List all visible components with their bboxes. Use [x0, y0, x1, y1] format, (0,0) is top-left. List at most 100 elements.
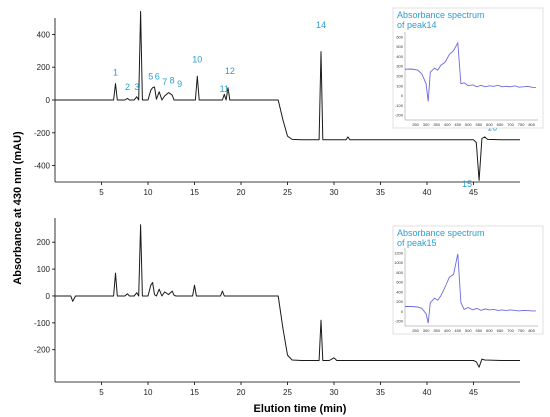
top-inset-y-tick-label: 400 [396, 54, 403, 59]
top-y-tick-label: 0 [46, 96, 51, 105]
top-inset-x-tick-label: 800 [528, 122, 535, 127]
peak-label-7: 7 [162, 77, 167, 87]
peak-label-10: 10 [192, 54, 202, 64]
peak-label-5: 5 [148, 72, 153, 82]
top-inset-x-tick-label: 300 [423, 122, 430, 127]
bottom-y-tick-label: -200 [34, 346, 51, 355]
bottom-inset-y-tick-label: 0 [401, 309, 404, 314]
bottom-chromatogram-trace [55, 224, 520, 368]
bottom-x-tick-label: 20 [237, 388, 246, 397]
top-inset-x-tick-label: 750 [518, 122, 525, 127]
top-inset-frame [392, 7, 544, 129]
top-x-tick-label: 30 [330, 188, 339, 197]
top-inset-x-tick-label: 600 [486, 122, 493, 127]
bottom-x-tick-label: 30 [330, 388, 339, 397]
top-x-tick-label: 5 [99, 188, 104, 197]
peak-label-4: 4 [138, 0, 143, 2]
bottom-inset-y-tick-label: 1000 [394, 260, 404, 265]
peak-label-15: 15 [462, 179, 472, 189]
peak-label-2: 2 [125, 82, 130, 92]
top-chromatogram-trace [55, 10, 520, 181]
bottom-inset-x-tick-label: 750 [518, 328, 525, 333]
top-inset-x-tick-label: 550 [476, 122, 483, 127]
top-inset-x-tick-label: 350 [433, 122, 440, 127]
y-axis-label: Absorbance at 430 nm (mAU) [12, 131, 24, 285]
bottom-x-tick-label: 15 [190, 388, 199, 397]
bottom-y-tick-label: 100 [37, 265, 51, 274]
top-inset-x-tick-label: 450 [454, 122, 461, 127]
peak-label-3: 3 [134, 82, 139, 92]
bottom-inset-x-tick-label: 250 [412, 328, 419, 333]
bottom-inset-x-tick-label: 300 [423, 328, 430, 333]
bottom-inset-y-tick-label: 1200 [394, 250, 404, 255]
bottom-inset-frame [392, 225, 544, 335]
top-chromatogram-panel: 4002000-200-4005101520253035404512345678… [34, 0, 520, 197]
top-inset-y-tick-label: 200 [396, 74, 403, 79]
top-spectrum-trace [404, 41, 536, 102]
bottom-inset-title-line2: of peak15 [397, 238, 437, 248]
top-inset-y-tick-label: 0 [401, 93, 404, 98]
peak-label-1: 1 [113, 67, 118, 77]
bottom-y-tick-label: 0 [46, 292, 51, 301]
top-x-tick-label: 25 [283, 188, 292, 197]
top-y-tick-label: -400 [34, 162, 51, 171]
x-axis-label: Elution time (min) [254, 403, 347, 415]
bottom-inset-x-tick-label: 650 [497, 328, 504, 333]
bottom-y-tick-label: 200 [37, 238, 51, 247]
top-inset-y-tick-label: 600 [396, 34, 403, 39]
bottom-inset-title-line1: Absorbance spectrum [397, 228, 485, 238]
top-inset-x-tick-label: 250 [412, 122, 419, 127]
bottom-x-tick-label: 5 [99, 388, 104, 397]
bottom-x-tick-label: 25 [283, 388, 292, 397]
top-y-tick-label: 400 [37, 30, 51, 39]
bottom-inset-y-tick-label: 400 [396, 289, 403, 294]
top-x-tick-label: 45 [469, 188, 478, 197]
bottom-inset-x-tick-label: 450 [454, 328, 461, 333]
bottom-inset-y-tick-label: 200 [396, 299, 403, 304]
top-x-tick-label: 35 [376, 188, 385, 197]
bottom-y-tick-label: -100 [34, 319, 51, 328]
bottom-inset-x-tick-label: 500 [465, 328, 472, 333]
bottom-inset-x-tick-label: 400 [444, 328, 451, 333]
top-inset-y-tick-label: -200 [395, 113, 404, 118]
top-inset-y-tick-label: 500 [396, 44, 403, 49]
top-inset-x-tick-label: 650 [497, 122, 504, 127]
top-inset-x-tick-label: 500 [465, 122, 472, 127]
peak-label-8: 8 [170, 76, 175, 86]
bottom-inset-y-tick-label: 600 [396, 280, 403, 285]
top-x-tick-label: 40 [423, 188, 432, 197]
top-inset-y-tick-label: 100 [396, 83, 403, 88]
bottom-spectrum-trace [405, 253, 536, 324]
peak-label-11: 11 [220, 84, 229, 94]
peak-label-14: 14 [316, 20, 326, 30]
top-x-tick-label: 15 [190, 188, 199, 197]
bottom-x-tick-label: 40 [423, 388, 432, 397]
bottom-x-tick-label: 35 [376, 388, 385, 397]
peak-label-12: 12 [225, 66, 235, 76]
top-y-tick-label: -200 [34, 129, 51, 138]
bottom-inset-x-tick-label: 700 [507, 328, 514, 333]
top-inset-title-line2: of peak14 [397, 20, 437, 30]
top-x-tick-label: 20 [237, 188, 246, 197]
top-inset-y-tick-label: 300 [396, 64, 403, 69]
top-y-tick-label: 200 [37, 63, 51, 72]
top-x-tick-label: 10 [144, 188, 153, 197]
peak-label-6: 6 [155, 72, 160, 82]
top-inset-x-tick-label: 700 [507, 122, 514, 127]
bottom-inset-x-tick-label: 800 [528, 328, 535, 333]
bottom-inset-x-tick-label: 350 [433, 328, 440, 333]
bottom-inset-y-tick-label: 800 [396, 270, 403, 275]
bottom-inset-x-tick-label: 600 [486, 328, 493, 333]
bottom-x-tick-label: 45 [469, 388, 478, 397]
peak-label-9: 9 [177, 79, 182, 89]
top-inset-x-tick-label: 400 [444, 122, 451, 127]
bottom-x-tick-label: 10 [144, 388, 153, 397]
bottom-inset-x-tick-label: 550 [476, 328, 483, 333]
top-inset-y-tick-label: -100 [395, 103, 404, 108]
top-inset-title-line1: Absorbance spectrum [397, 10, 485, 20]
bottom-inset-y-tick-label: -200 [395, 319, 404, 324]
